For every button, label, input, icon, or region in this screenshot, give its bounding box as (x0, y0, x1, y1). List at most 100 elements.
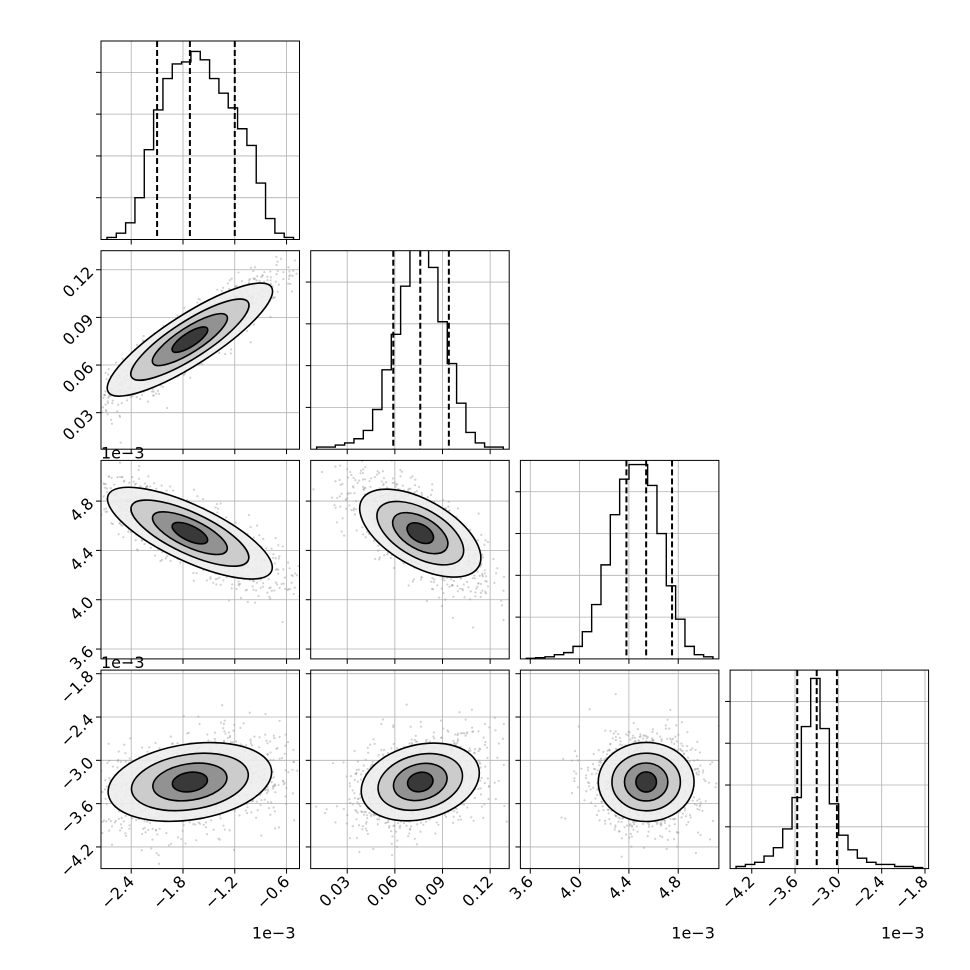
panel-2-0: 3.64.04.44.81e−3 (55, 443, 300, 673)
sample-point (263, 271, 266, 274)
sample-point (209, 576, 212, 579)
sample-point (295, 574, 299, 577)
sample-point (339, 483, 342, 486)
sample-point (131, 394, 134, 398)
sample-point (283, 576, 287, 579)
sample-point (123, 479, 126, 482)
sample-point (237, 584, 240, 587)
sample-point (92, 461, 94, 463)
sample-point (118, 414, 121, 417)
sample-point (486, 585, 490, 588)
sample-point (461, 589, 465, 592)
sample-point (263, 798, 266, 801)
sample-point (430, 587, 434, 591)
sample-point (290, 290, 294, 293)
sample-point (373, 557, 377, 561)
sample-point (341, 482, 344, 485)
sample-point (152, 394, 155, 397)
sample-point (169, 735, 172, 738)
sample-point (143, 542, 146, 546)
sample-point (268, 595, 271, 598)
sample-point (389, 556, 392, 560)
sample-point (103, 393, 106, 396)
sample-point (98, 835, 100, 837)
sample-point (382, 477, 386, 480)
sample-point (433, 500, 436, 503)
sample-point (276, 260, 279, 263)
sample-point (110, 522, 113, 525)
sample-point (109, 418, 113, 421)
sample-point (288, 275, 291, 278)
sample-point (334, 480, 337, 483)
sample-point (224, 732, 227, 735)
y-offset-label: 1e−3 (101, 443, 145, 462)
sample-point (82, 392, 84, 394)
contour-line (106, 282, 274, 397)
sample-point (93, 396, 95, 398)
sample-point (459, 577, 462, 580)
sample-point (471, 626, 475, 629)
sample-point (447, 500, 450, 503)
sample-point (277, 826, 280, 829)
sample-point (264, 788, 268, 791)
sample-point (96, 402, 98, 404)
sample-point (291, 768, 294, 771)
sample-point (431, 489, 434, 492)
sample-point (386, 553, 389, 556)
sample-point (335, 521, 339, 524)
sample-point (477, 582, 480, 585)
sample-point (144, 831, 147, 834)
sample-point (440, 605, 443, 608)
sample-point (361, 471, 365, 474)
sample-point (484, 579, 487, 583)
sample-point (137, 477, 141, 480)
sample-point (401, 484, 404, 487)
sample-point (355, 499, 358, 503)
sample-point (278, 735, 281, 738)
sample-point (239, 726, 242, 730)
sample-point (89, 495, 91, 497)
sample-point (290, 574, 293, 577)
sample-point (122, 480, 125, 483)
sample-point (111, 765, 115, 768)
sample-point (231, 583, 234, 586)
sample-point (346, 468, 349, 471)
sample-point (391, 481, 394, 485)
contour-line (151, 511, 229, 556)
sample-point (278, 586, 281, 590)
sample-point (353, 492, 356, 495)
sample-point (266, 788, 269, 791)
sample-point (502, 618, 505, 622)
sample-point (55, 473, 57, 475)
sample-point (431, 483, 434, 486)
sample-point (231, 741, 235, 744)
sample-point (323, 254, 325, 256)
sample-point (234, 521, 237, 524)
sample-point (271, 787, 275, 790)
sample-point (124, 814, 127, 818)
sample-point (269, 279, 272, 282)
sample-point (192, 571, 195, 575)
sample-point (351, 485, 354, 488)
sample-point (338, 478, 341, 482)
sample-point (237, 271, 240, 274)
contour-line (171, 521, 209, 545)
sample-point (334, 506, 337, 509)
panel-frame (100, 250, 300, 450)
sample-point (197, 297, 200, 301)
sample-point (119, 760, 122, 763)
sample-point (121, 524, 124, 527)
sample-point (180, 837, 183, 841)
sample-point (459, 587, 462, 590)
sample-point (266, 591, 269, 594)
sample-point (364, 486, 367, 490)
sample-point (172, 489, 175, 492)
sample-point (273, 810, 277, 813)
sample-point (393, 566, 396, 570)
sample-point (288, 567, 291, 570)
sample-point (264, 713, 267, 716)
sample-point (218, 576, 221, 579)
sample-point (153, 482, 156, 485)
sample-point (381, 470, 385, 473)
